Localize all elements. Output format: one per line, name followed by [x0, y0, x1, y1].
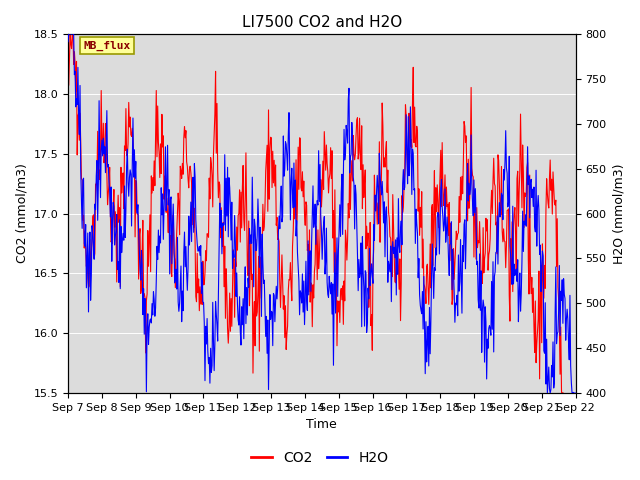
Y-axis label: CO2 (mmol/m3): CO2 (mmol/m3)	[15, 164, 28, 264]
Text: MB_flux: MB_flux	[83, 40, 131, 50]
X-axis label: Time: Time	[307, 419, 337, 432]
Y-axis label: H2O (mmol/m3): H2O (mmol/m3)	[612, 163, 625, 264]
Legend: CO2, H2O: CO2, H2O	[246, 445, 394, 471]
Title: LI7500 CO2 and H2O: LI7500 CO2 and H2O	[242, 15, 402, 30]
